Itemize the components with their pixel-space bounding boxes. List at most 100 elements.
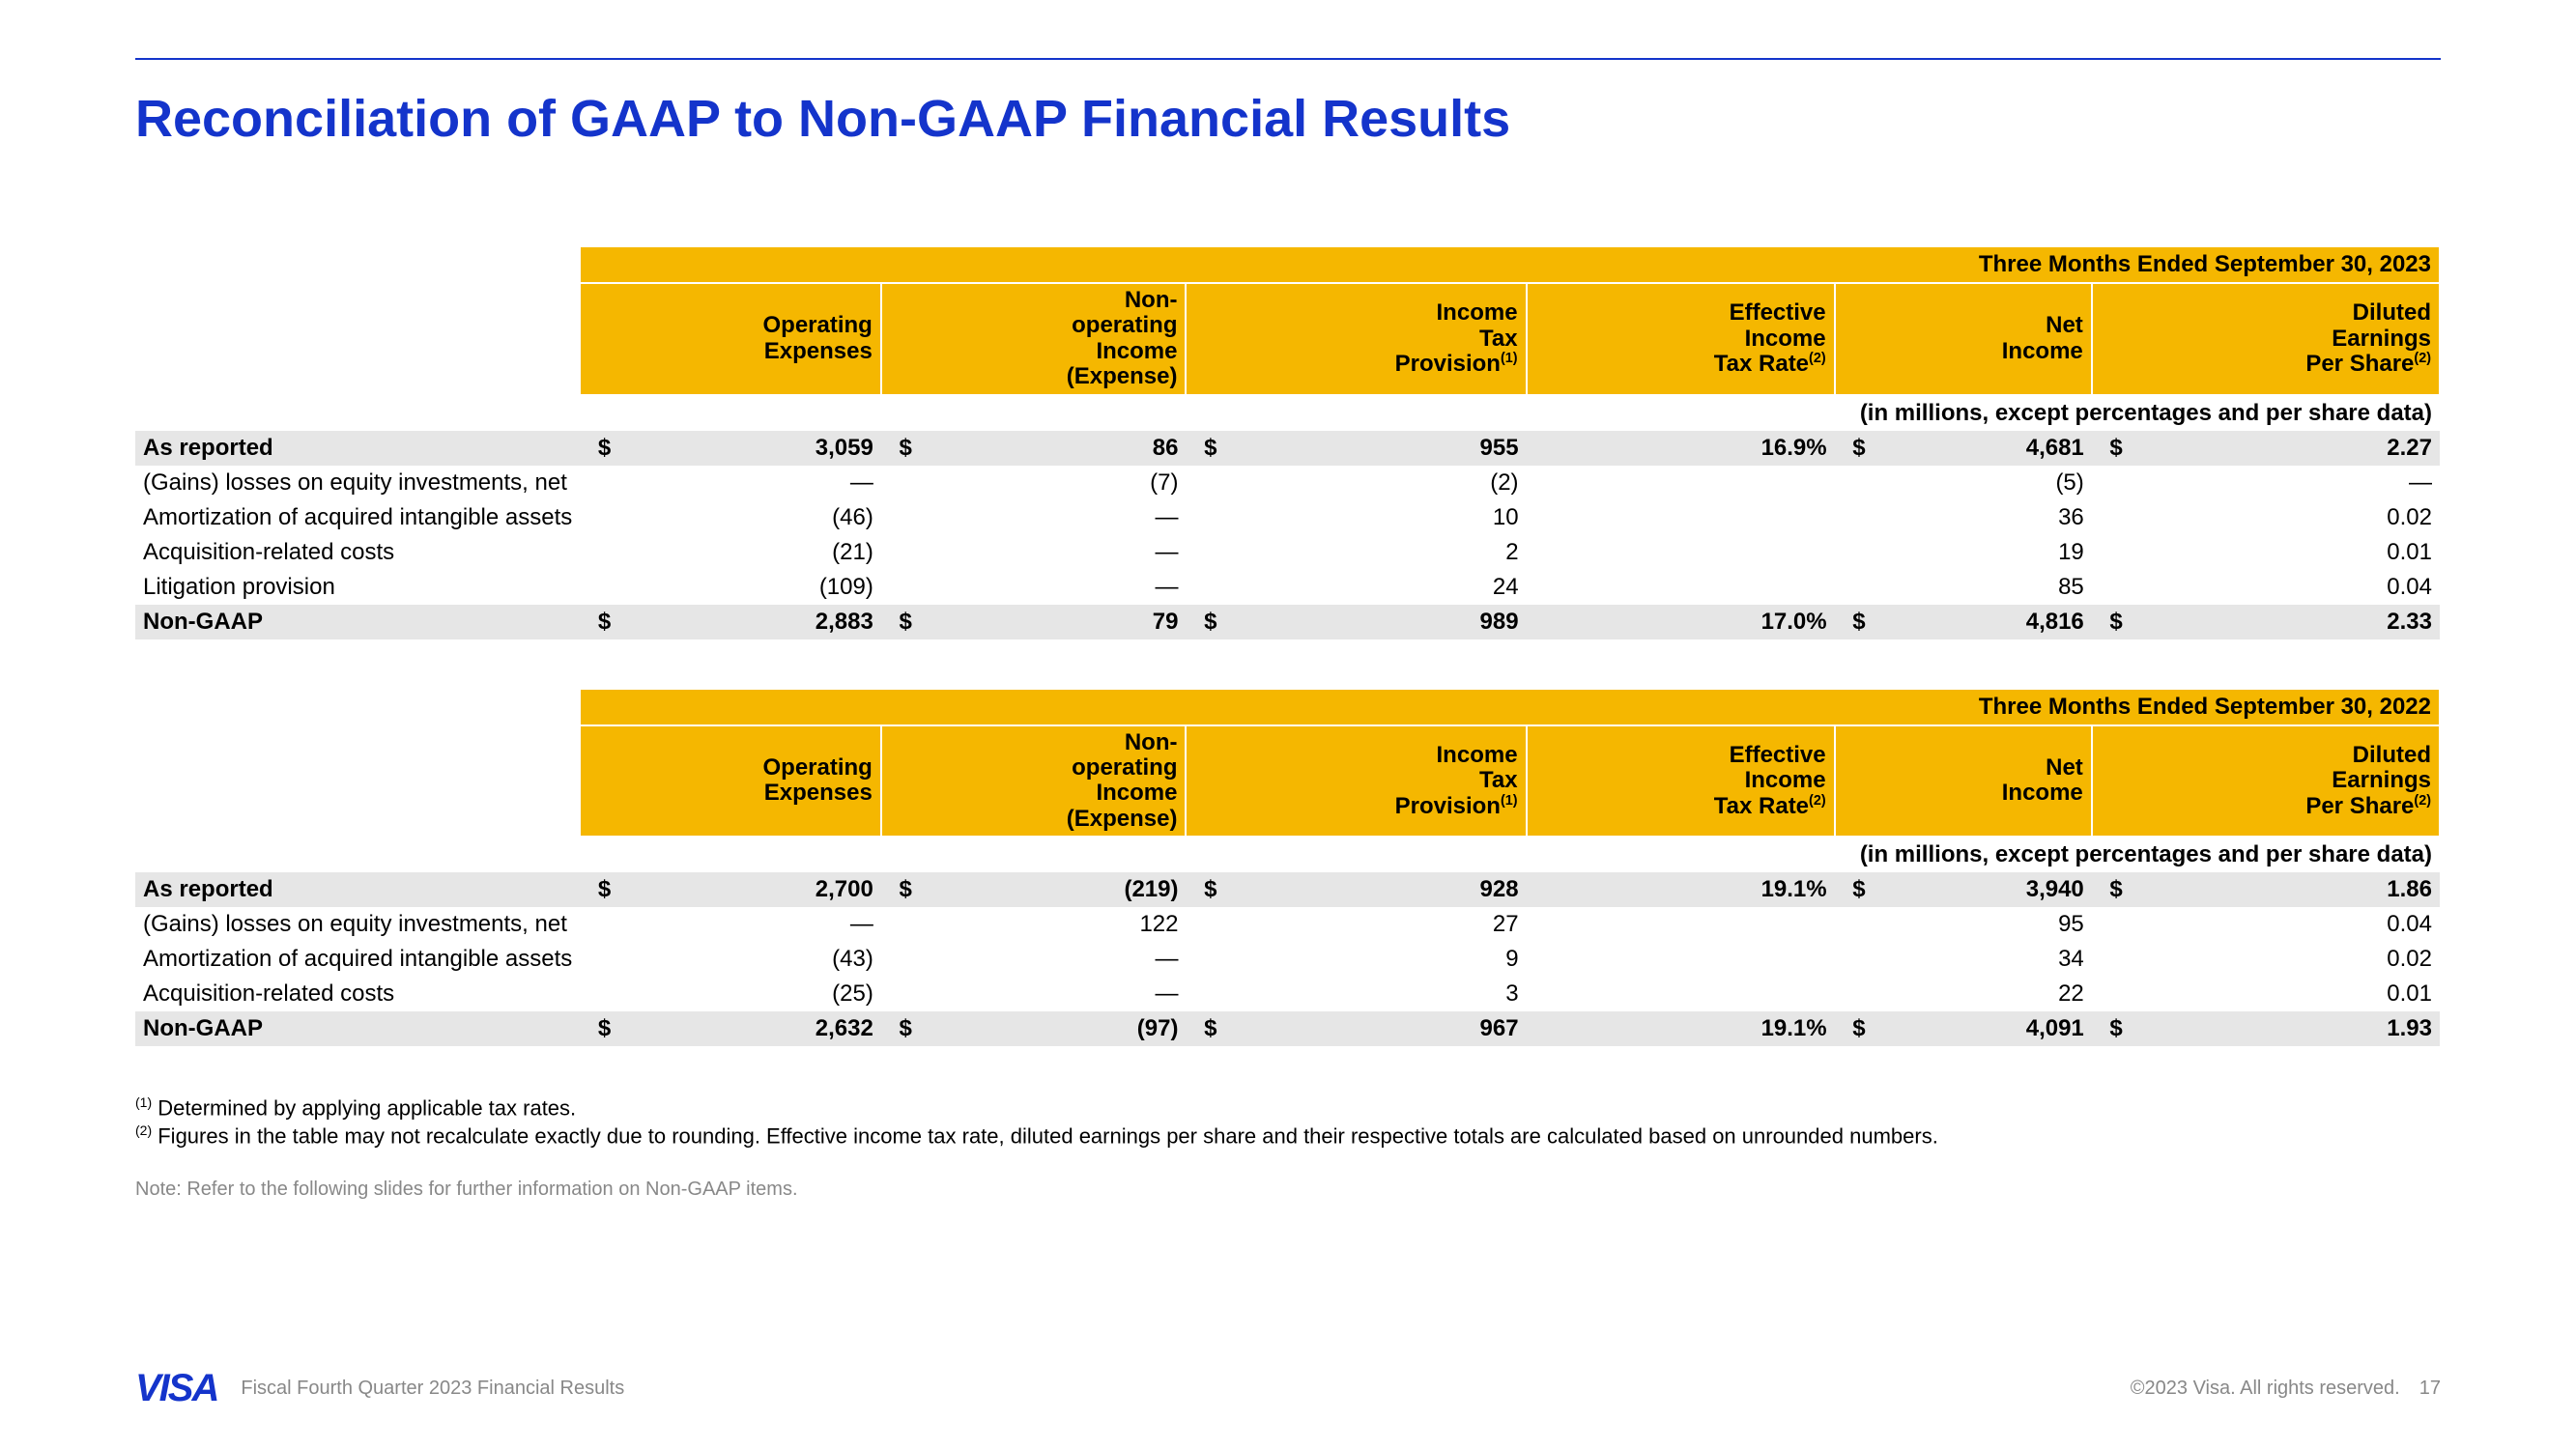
- column-header: NetIncome: [1835, 725, 2092, 838]
- currency-symbol: [580, 466, 618, 500]
- currency-symbol: $: [1835, 1011, 1874, 1046]
- cell-value: 17.0%: [1565, 605, 1835, 639]
- table-row: Amortization of acquired intangible asse…: [135, 942, 2440, 977]
- currency-symbol: $: [881, 872, 920, 907]
- table-row: As reported$2,700$(219)$92819.1%$3,940$1…: [135, 872, 2440, 907]
- currency-symbol: [1527, 570, 1565, 605]
- units-label: (in millions, except percentages and per…: [580, 395, 2440, 431]
- cell-value: 86: [920, 431, 1187, 466]
- row-label: As reported: [135, 872, 580, 907]
- cell-value: [1565, 500, 1835, 535]
- currency-symbol: [580, 500, 618, 535]
- footnotes: (1) Determined by applying applicable ta…: [135, 1094, 2441, 1150]
- cell-value: (46): [618, 500, 881, 535]
- currency-symbol: $: [2092, 872, 2131, 907]
- column-header: Non-operatingIncome(Expense): [881, 283, 1187, 395]
- cell-value: 2,700: [618, 872, 881, 907]
- cell-value: [1565, 977, 1835, 1011]
- cell-value: 0.04: [2131, 907, 2440, 942]
- currency-symbol: [1186, 570, 1224, 605]
- row-label: Amortization of acquired intangible asse…: [135, 942, 580, 977]
- cell-value: 0.04: [2131, 570, 2440, 605]
- cell-value: —: [2131, 466, 2440, 500]
- currency-symbol: $: [1186, 1011, 1224, 1046]
- currency-symbol: [1835, 977, 1874, 1011]
- table-row: Acquisition-related costs(21)—2190.01: [135, 535, 2440, 570]
- table-row: Non-GAAP$2,632$(97)$96719.1%$4,091$1.93: [135, 1011, 2440, 1046]
- table-row: Litigation provision(109)—24850.04: [135, 570, 2440, 605]
- cell-value: 955: [1224, 431, 1526, 466]
- currency-symbol: $: [580, 1011, 618, 1046]
- table-row: Acquisition-related costs(25)—3220.01: [135, 977, 2440, 1011]
- cell-value: 1.93: [2131, 1011, 2440, 1046]
- cell-value: 85: [1874, 570, 2092, 605]
- currency-symbol: [2092, 907, 2131, 942]
- currency-symbol: $: [580, 431, 618, 466]
- tables-container: Three Months Ended September 30, 2023Ope…: [135, 245, 2441, 1046]
- currency-symbol: [881, 535, 920, 570]
- cell-value: 928: [1224, 872, 1526, 907]
- currency-symbol: [1527, 1011, 1565, 1046]
- column-header: NetIncome: [1835, 283, 2092, 395]
- cell-value: 19.1%: [1565, 1011, 1835, 1046]
- page-title: Reconciliation of GAAP to Non-GAAP Finan…: [135, 89, 2441, 149]
- table-row: Amortization of acquired intangible asse…: [135, 500, 2440, 535]
- units-label: (in millions, except percentages and per…: [580, 837, 2440, 872]
- row-label: As reported: [135, 431, 580, 466]
- cell-value: 0.02: [2131, 500, 2440, 535]
- currency-symbol: [580, 942, 618, 977]
- currency-symbol: [1186, 977, 1224, 1011]
- footnote: (1) Determined by applying applicable ta…: [135, 1094, 2441, 1121]
- currency-symbol: [1835, 535, 1874, 570]
- period-header: Three Months Ended September 30, 2023: [580, 246, 2440, 283]
- cell-value: 79: [920, 605, 1187, 639]
- currency-symbol: $: [1835, 872, 1874, 907]
- cell-value: 10: [1224, 500, 1526, 535]
- footer: VISA Fiscal Fourth Quarter 2023 Financia…: [135, 1367, 2441, 1410]
- cell-value: 3: [1224, 977, 1526, 1011]
- row-label: (Gains) losses on equity investments, ne…: [135, 907, 580, 942]
- currency-symbol: [1527, 605, 1565, 639]
- row-label: Amortization of acquired intangible asse…: [135, 500, 580, 535]
- table-row: Non-GAAP$2,883$79$98917.0%$4,816$2.33: [135, 605, 2440, 639]
- cell-value: 1.86: [2131, 872, 2440, 907]
- cell-value: 19: [1874, 535, 2092, 570]
- currency-symbol: $: [1186, 872, 1224, 907]
- footnote: (2) Figures in the table may not recalcu…: [135, 1122, 2441, 1149]
- cell-value: —: [920, 535, 1187, 570]
- currency-symbol: $: [2092, 431, 2131, 466]
- cell-value: [1565, 570, 1835, 605]
- cell-value: 0.02: [2131, 942, 2440, 977]
- cell-value: —: [618, 466, 881, 500]
- cell-value: —: [920, 977, 1187, 1011]
- currency-symbol: [881, 570, 920, 605]
- currency-symbol: [1835, 500, 1874, 535]
- currency-symbol: [2092, 977, 2131, 1011]
- currency-symbol: [1186, 466, 1224, 500]
- table-row: As reported$3,059$86$95516.9%$4,681$2.27: [135, 431, 2440, 466]
- cell-value: (97): [920, 1011, 1187, 1046]
- currency-symbol: [1527, 431, 1565, 466]
- column-header: OperatingExpenses: [580, 283, 881, 395]
- currency-symbol: [2092, 500, 2131, 535]
- cell-value: [1565, 942, 1835, 977]
- currency-symbol: $: [2092, 605, 2131, 639]
- currency-symbol: $: [1186, 431, 1224, 466]
- page-number: 17: [2419, 1378, 2441, 1400]
- cell-value: [1565, 466, 1835, 500]
- cell-value: (219): [920, 872, 1187, 907]
- cell-value: —: [920, 570, 1187, 605]
- currency-symbol: $: [881, 431, 920, 466]
- currency-symbol: [1186, 500, 1224, 535]
- cell-value: 9: [1224, 942, 1526, 977]
- currency-symbol: [2092, 535, 2131, 570]
- currency-symbol: [881, 977, 920, 1011]
- footer-left: Fiscal Fourth Quarter 2023 Financial Res…: [241, 1378, 624, 1400]
- cell-value: 16.9%: [1565, 431, 1835, 466]
- row-label: Acquisition-related costs: [135, 977, 580, 1011]
- currency-symbol: [1527, 466, 1565, 500]
- cell-value: (25): [618, 977, 881, 1011]
- cell-value: 4,091: [1874, 1011, 2092, 1046]
- currency-symbol: $: [881, 1011, 920, 1046]
- row-label: Non-GAAP: [135, 1011, 580, 1046]
